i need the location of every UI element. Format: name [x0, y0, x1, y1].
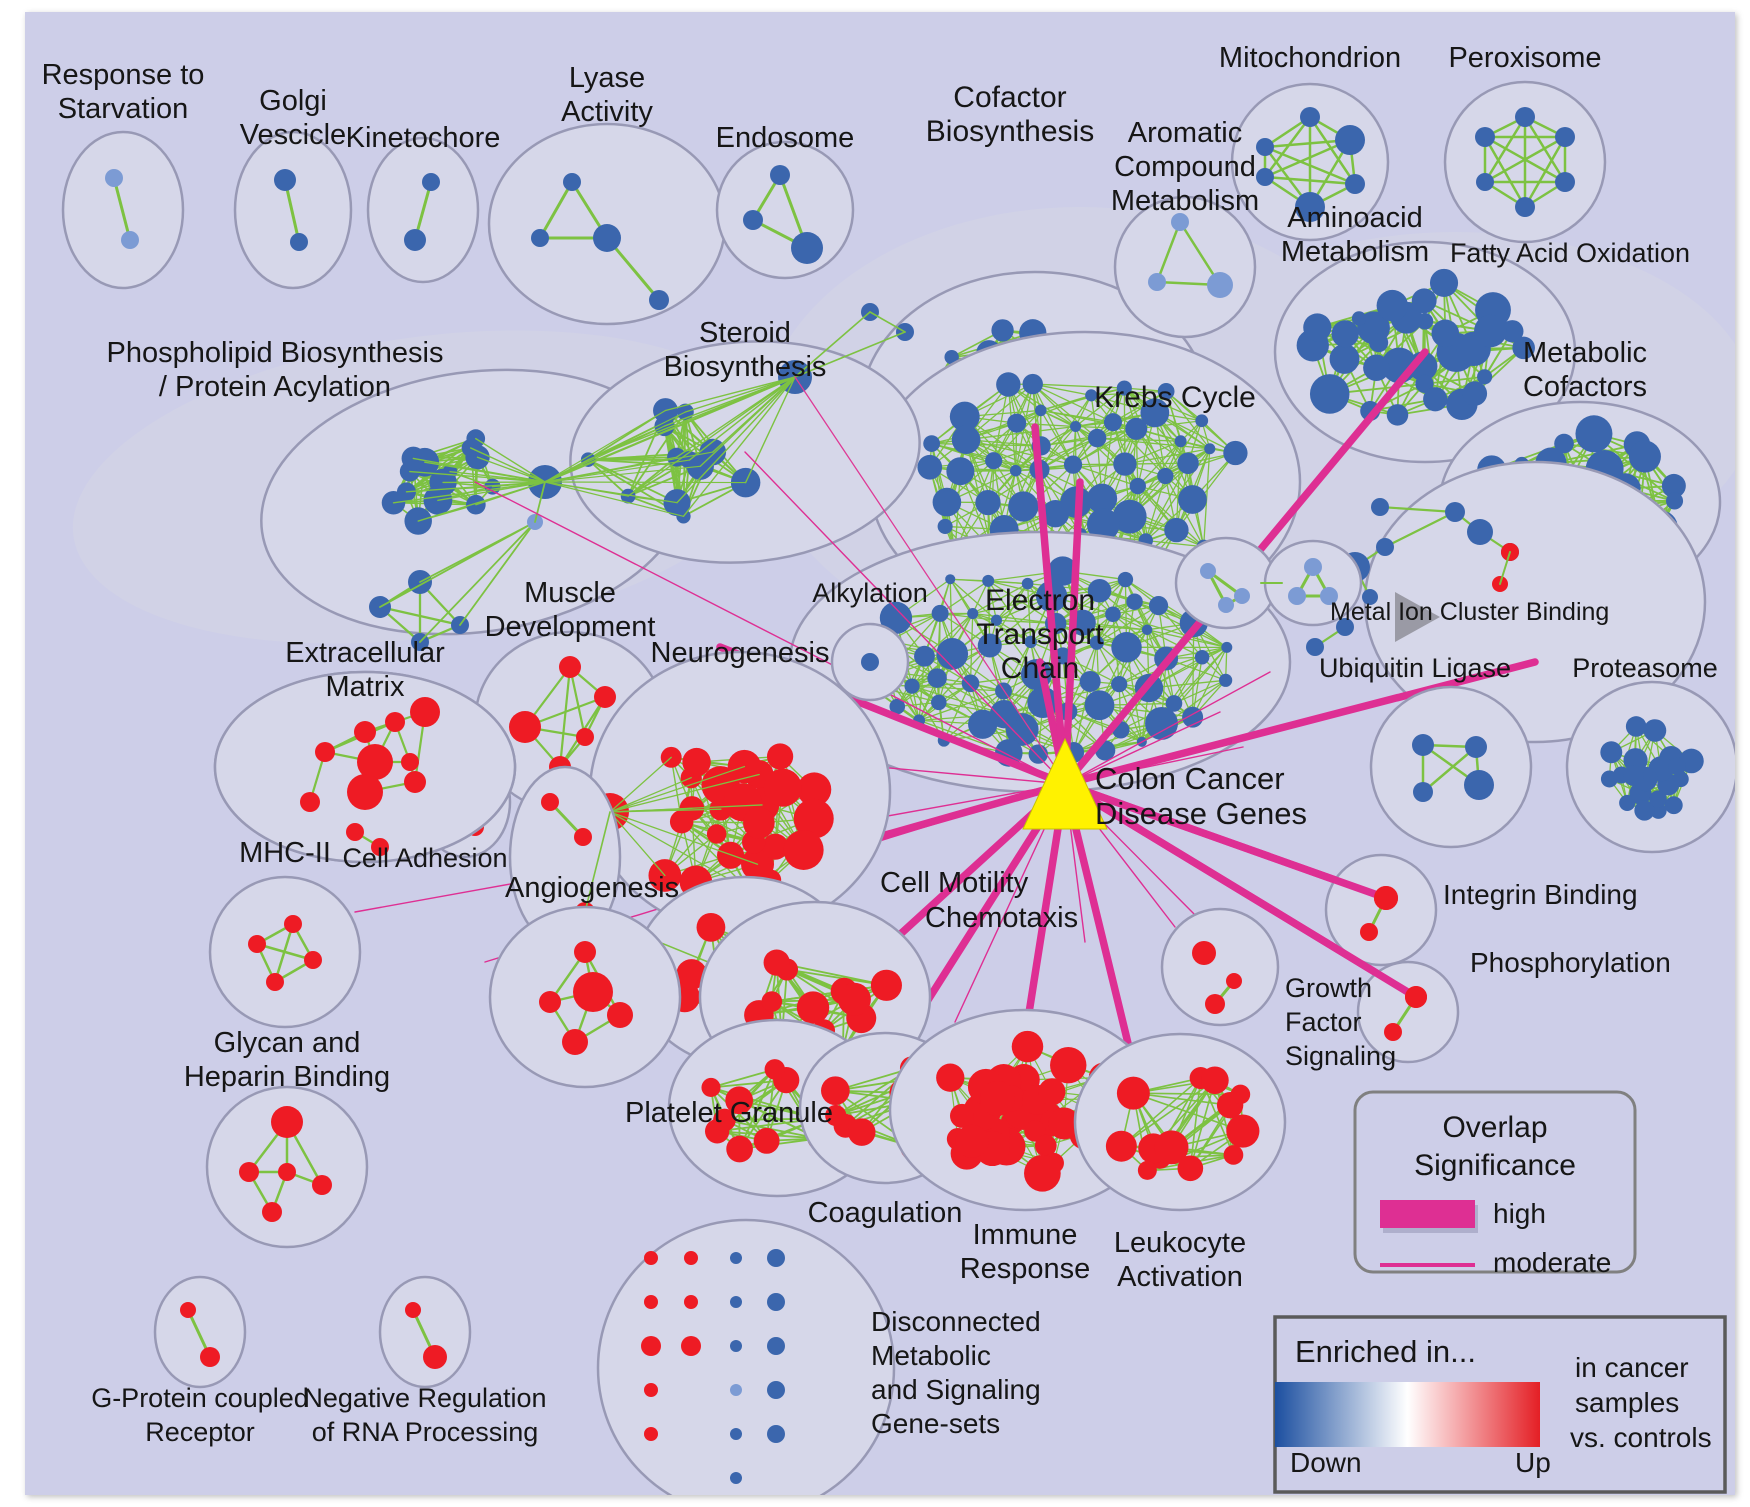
- svg-text:Metabolism: Metabolism: [1111, 185, 1259, 217]
- svg-text:Receptor: Receptor: [145, 1417, 255, 1447]
- svg-text:Muscle: Muscle: [524, 577, 616, 609]
- svg-text:Compound: Compound: [1114, 151, 1256, 183]
- svg-text:Proteasome: Proteasome: [1572, 653, 1718, 683]
- svg-text:Chain: Chain: [1001, 652, 1079, 685]
- svg-text:samples: samples: [1575, 1387, 1679, 1418]
- svg-text:Negative Regulation: Negative Regulation: [303, 1383, 546, 1413]
- svg-text:Aromatic: Aromatic: [1128, 117, 1242, 149]
- svg-text:of RNA Processing: of RNA Processing: [312, 1417, 539, 1447]
- svg-text:Enriched in...: Enriched in...: [1295, 1334, 1476, 1369]
- svg-text:Extracellular: Extracellular: [285, 637, 445, 669]
- svg-text:Glycan and: Glycan and: [214, 1027, 361, 1059]
- svg-text:vs. controls: vs. controls: [1570, 1422, 1712, 1453]
- svg-text:Up: Up: [1515, 1447, 1551, 1478]
- svg-text:Biosynthesis: Biosynthesis: [926, 115, 1094, 148]
- svg-text:Biosynthesis: Biosynthesis: [664, 351, 827, 383]
- svg-text:Activation: Activation: [1117, 1261, 1243, 1293]
- svg-text:Alkylation: Alkylation: [812, 578, 928, 608]
- svg-text:Integrin Binding: Integrin Binding: [1443, 879, 1638, 910]
- svg-text:Mitochondrion: Mitochondrion: [1219, 42, 1401, 74]
- svg-text:Cofactor: Cofactor: [953, 81, 1066, 114]
- svg-text:Fatty Acid Oxidation: Fatty Acid Oxidation: [1450, 238, 1690, 268]
- svg-text:Metal Ion Cluster Binding: Metal Ion Cluster Binding: [1330, 598, 1609, 626]
- svg-text:Colon Cancer: Colon Cancer: [1095, 761, 1285, 796]
- svg-text:Heparin Binding: Heparin Binding: [184, 1061, 390, 1093]
- svg-text:Starvation: Starvation: [58, 93, 189, 125]
- svg-text:Platelet Granule: Platelet Granule: [625, 1097, 833, 1129]
- svg-text:Down: Down: [1290, 1447, 1362, 1478]
- svg-text:Metabolic: Metabolic: [871, 1340, 991, 1371]
- svg-text:MHC-II: MHC-II: [239, 837, 331, 869]
- svg-text:Angiogenesis: Angiogenesis: [505, 872, 679, 904]
- svg-text:moderate: moderate: [1493, 1247, 1611, 1278]
- svg-text:Metabolic: Metabolic: [1523, 337, 1647, 369]
- svg-text:Coagulation: Coagulation: [808, 1197, 963, 1229]
- svg-text:Steroid: Steroid: [699, 317, 791, 349]
- svg-text:Cofactors: Cofactors: [1523, 371, 1647, 403]
- svg-text:/ Protein Acylation: / Protein Acylation: [159, 371, 391, 403]
- svg-text:Endosome: Endosome: [716, 122, 855, 154]
- svg-text:Vescicle: Vescicle: [240, 119, 346, 151]
- svg-text:Overlap: Overlap: [1442, 1111, 1547, 1144]
- svg-text:G-Protein coupled: G-Protein coupled: [91, 1383, 309, 1413]
- svg-text:Disease Genes: Disease Genes: [1095, 796, 1307, 831]
- svg-text:Neurogenesis: Neurogenesis: [651, 637, 830, 669]
- svg-text:Growth: Growth: [1285, 973, 1372, 1003]
- svg-text:Signaling: Signaling: [1285, 1041, 1396, 1071]
- svg-text:Cell Adhesion: Cell Adhesion: [342, 843, 507, 873]
- svg-text:Kinetochore: Kinetochore: [346, 122, 501, 154]
- svg-text:Disconnected: Disconnected: [871, 1306, 1041, 1337]
- svg-text:Aminoacid: Aminoacid: [1287, 202, 1422, 234]
- svg-text:Significance: Significance: [1414, 1149, 1576, 1182]
- svg-text:Response: Response: [960, 1253, 1091, 1285]
- svg-text:Metabolism: Metabolism: [1281, 236, 1429, 268]
- svg-text:in cancer: in cancer: [1575, 1352, 1689, 1383]
- svg-text:Electron: Electron: [985, 584, 1095, 617]
- svg-text:Response to: Response to: [42, 59, 205, 91]
- svg-text:high: high: [1493, 1198, 1546, 1229]
- svg-text:Matrix: Matrix: [326, 671, 405, 703]
- svg-text:Phosphorylation: Phosphorylation: [1470, 947, 1671, 978]
- svg-text:Golgi: Golgi: [259, 85, 327, 117]
- svg-text:Lyase: Lyase: [569, 62, 645, 94]
- svg-text:Transport: Transport: [976, 618, 1104, 651]
- svg-text:Immune: Immune: [973, 1219, 1078, 1251]
- svg-text:Factor: Factor: [1285, 1007, 1362, 1037]
- svg-text:Peroxisome: Peroxisome: [1448, 42, 1601, 74]
- svg-text:Development: Development: [485, 611, 656, 643]
- svg-text:Chemotaxis: Chemotaxis: [925, 902, 1078, 934]
- svg-text:Gene-sets: Gene-sets: [871, 1408, 1000, 1439]
- svg-text:and Signaling: and Signaling: [871, 1374, 1041, 1405]
- svg-text:Krebs Cycle: Krebs Cycle: [1094, 381, 1256, 414]
- svg-text:Activity: Activity: [561, 96, 653, 128]
- svg-text:Cell Motility: Cell Motility: [880, 867, 1029, 899]
- svg-text:Leukocyte: Leukocyte: [1114, 1227, 1246, 1259]
- svg-text:Phospholipid Biosynthesis: Phospholipid Biosynthesis: [107, 337, 444, 369]
- svg-text:Ubiquitin Ligase: Ubiquitin Ligase: [1319, 653, 1511, 683]
